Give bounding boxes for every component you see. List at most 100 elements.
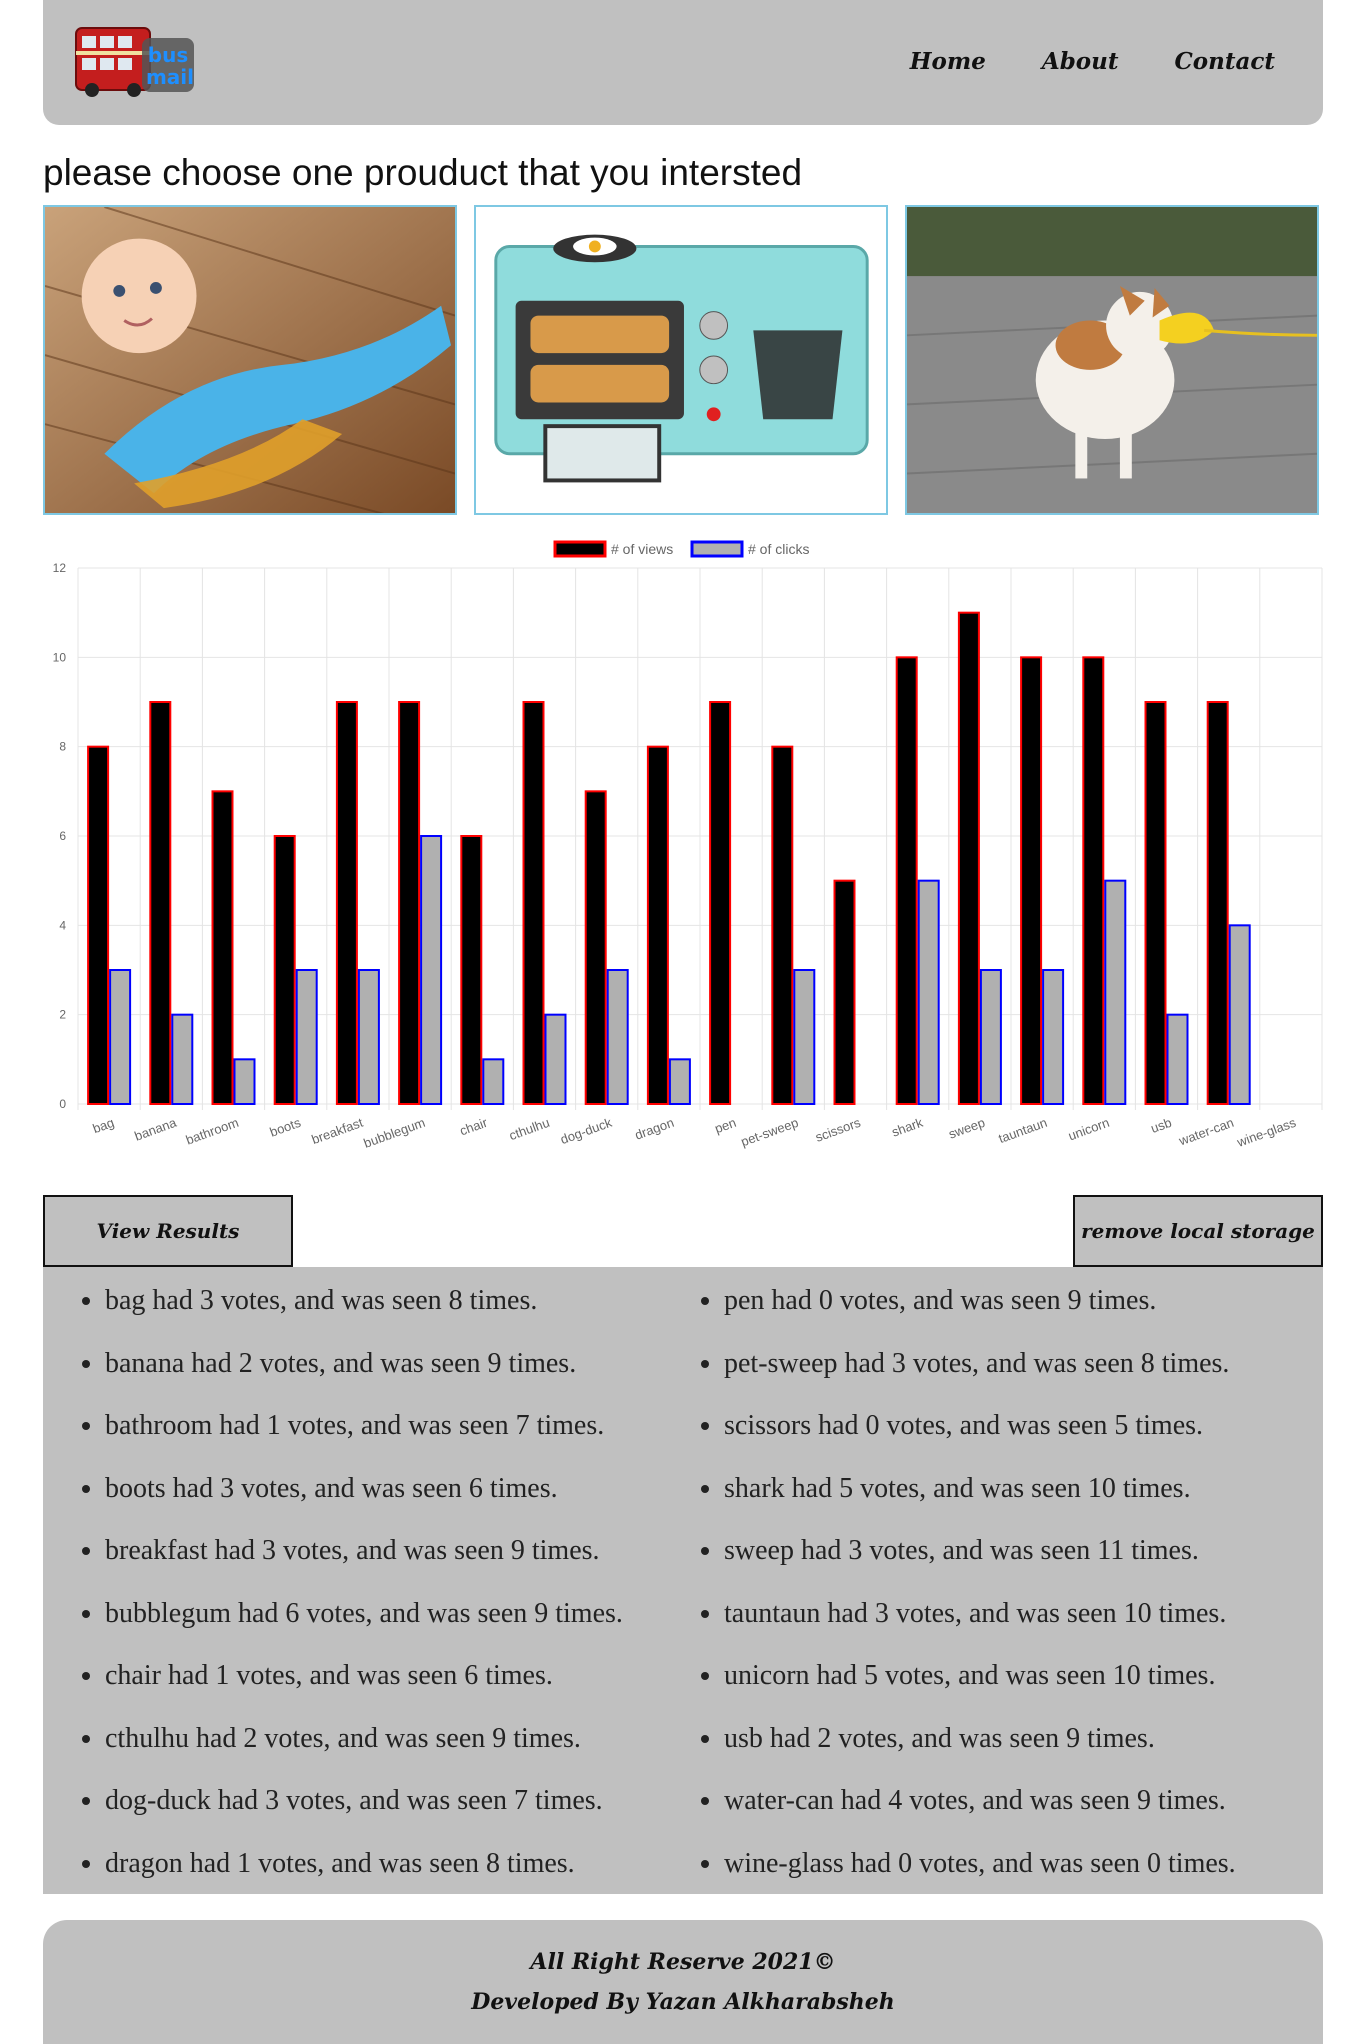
y-tick-label: 8 <box>59 740 66 754</box>
clicks-bar <box>420 835 443 1105</box>
view-results-button[interactable]: View Results <box>43 1195 293 1267</box>
clicks-bar <box>482 1058 505 1105</box>
result-item: scissors had 0 votes, and was seen 5 tim… <box>724 1392 1323 1455</box>
legend-swatch <box>553 540 607 558</box>
y-tick-label: 4 <box>59 918 66 932</box>
result-item: cthulhu had 2 votes, and was seen 9 time… <box>105 1705 704 1768</box>
views-bar <box>87 745 110 1106</box>
views-bar <box>211 790 234 1105</box>
site-footer: All Right Reserve 2021© Developed By Yaz… <box>43 1920 1323 2044</box>
views-bar <box>584 790 607 1105</box>
clicks-bar <box>793 969 816 1105</box>
result-item: pen had 0 votes, and was seen 9 times. <box>724 1267 1323 1330</box>
product-image-baby-sweep[interactable] <box>43 205 457 515</box>
clicks-bar <box>668 1058 691 1105</box>
copyright-text: All Right Reserve 2021© <box>530 1949 836 1975</box>
views-bar <box>460 835 483 1105</box>
result-item: wine-glass had 0 votes, and was seen 0 t… <box>724 1830 1323 1893</box>
choose-product-prompt: please choose one prouduct that you inte… <box>43 152 803 193</box>
y-tick-label: 6 <box>59 829 66 843</box>
result-item: dog-duck had 3 votes, and was seen 7 tim… <box>105 1767 704 1830</box>
clicks-bar <box>295 969 318 1105</box>
clicks-bar <box>917 879 940 1105</box>
x-tick-label: cthulhu <box>507 1115 552 1143</box>
clicks-bar <box>1104 879 1127 1105</box>
x-tick-label: bathroom <box>184 1115 241 1148</box>
x-tick-label: boots <box>268 1115 303 1140</box>
developer-credit: Developed By Yazan Alkharabsheh <box>471 1989 895 2015</box>
x-tick-label: bubblegum <box>362 1115 428 1151</box>
clicks-bar <box>606 969 629 1105</box>
views-bar <box>957 611 980 1106</box>
x-tick-label: dragon <box>633 1115 676 1143</box>
remove-local-storage-button[interactable]: remove local storage <box>1073 1195 1323 1267</box>
views-bar <box>1020 656 1043 1105</box>
y-tick-label: 12 <box>53 561 67 575</box>
x-tick-label: banana <box>132 1114 179 1143</box>
product-image-breakfast[interactable] <box>474 205 888 515</box>
y-tick-label: 10 <box>53 650 67 664</box>
result-item: pet-sweep had 3 votes, and was seen 8 ti… <box>724 1330 1323 1393</box>
result-item: banana had 2 votes, and was seen 9 times… <box>105 1330 704 1393</box>
x-tick-label: usb <box>1149 1115 1174 1136</box>
views-bar <box>273 835 296 1105</box>
main-nav: Home About Contact <box>910 48 1275 75</box>
x-tick-label: dog-duck <box>558 1115 614 1148</box>
result-item: chair had 1 votes, and was seen 6 times. <box>105 1642 704 1705</box>
legend-label: # of clicks <box>748 541 809 557</box>
x-tick-label: water-can <box>1176 1115 1236 1149</box>
legend-label: # of views <box>611 541 673 557</box>
views-bar <box>1206 701 1229 1105</box>
nav-contact[interactable]: Contact <box>1174 48 1275 75</box>
result-item: tauntaun had 3 votes, and was seen 10 ti… <box>724 1580 1323 1643</box>
clicks-bar <box>1166 1013 1189 1105</box>
clicks-bar <box>171 1013 194 1105</box>
views-bar <box>709 701 732 1105</box>
clicks-bar <box>357 969 380 1105</box>
result-item: breakfast had 3 votes, and was seen 9 ti… <box>105 1517 704 1580</box>
clicks-bar <box>1228 924 1251 1106</box>
result-item: unicorn had 5 votes, and was seen 10 tim… <box>724 1642 1323 1705</box>
clicks-bar <box>979 969 1002 1105</box>
result-item: dragon had 1 votes, and was seen 8 times… <box>105 1830 704 1893</box>
y-tick-label: 2 <box>59 1008 66 1022</box>
views-bar <box>1144 701 1167 1105</box>
x-tick-label: bag <box>91 1115 117 1137</box>
views-bar <box>398 701 421 1105</box>
clicks-bar <box>109 969 132 1105</box>
y-tick-label: 0 <box>59 1097 66 1111</box>
x-tick-label: wine-glass <box>1234 1115 1298 1151</box>
x-tick-label: scissors <box>813 1115 863 1145</box>
views-bar <box>149 701 172 1105</box>
result-item: bag had 3 votes, and was seen 8 times. <box>105 1267 704 1330</box>
views-bar <box>646 745 669 1106</box>
chart-canvas: 0 2 4 6 8 10 12 bag banana bathroom boots breakfast… <box>53 540 1323 1151</box>
clicks-bar <box>233 1058 256 1105</box>
result-item: usb had 2 votes, and was seen 9 times. <box>724 1705 1323 1768</box>
views-bar <box>895 656 918 1105</box>
views-bar <box>833 879 856 1105</box>
views-bar <box>522 701 545 1105</box>
x-tick-label: chair <box>458 1114 490 1138</box>
nav-about[interactable]: About <box>1041 48 1119 75</box>
clicks-bar <box>544 1013 567 1105</box>
legend-swatch <box>690 540 744 558</box>
nav-home[interactable]: Home <box>909 48 986 75</box>
x-tick-label: breakfast <box>310 1115 366 1148</box>
logo-text-bottom: mail <box>146 65 194 89</box>
x-tick-label: sweep <box>946 1115 986 1142</box>
x-tick-label: pet-sweep <box>739 1115 800 1150</box>
result-item: boots had 3 votes, and was seen 6 times. <box>105 1455 704 1518</box>
bus-mail-logo[interactable]: bus mail <box>70 18 198 98</box>
x-tick-label: shark <box>890 1115 925 1140</box>
results-list: bag had 3 votes, and was seen 8 times.ba… <box>43 1267 1323 1895</box>
logo-text-top: bus <box>148 43 188 67</box>
x-tick-label: pen <box>713 1115 739 1137</box>
result-item: water-can had 4 votes, and was seen 9 ti… <box>724 1767 1323 1830</box>
product-image-dog-duck[interactable] <box>905 205 1319 515</box>
views-bar <box>1082 656 1105 1105</box>
x-tick-label: tauntaun <box>996 1115 1049 1146</box>
result-item: sweep had 3 votes, and was seen 11 times… <box>724 1517 1323 1580</box>
result-item: shark had 5 votes, and was seen 10 times… <box>724 1455 1323 1518</box>
views-bar <box>771 745 794 1106</box>
